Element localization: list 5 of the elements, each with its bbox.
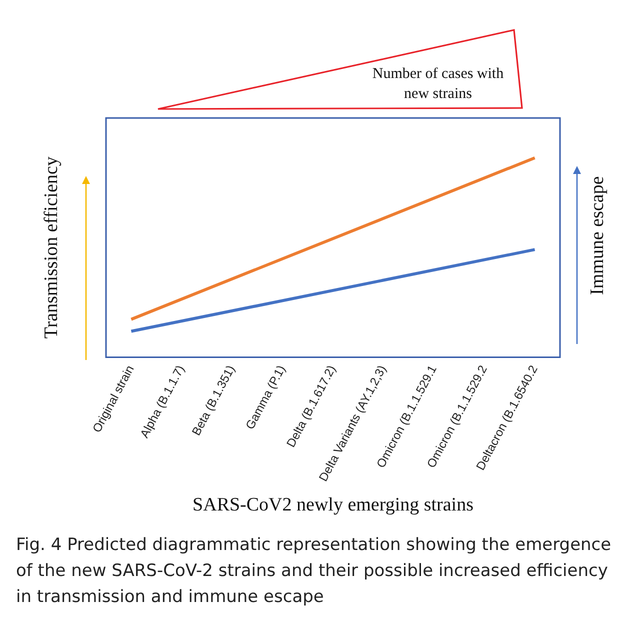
- y-axis-title: Transmission efficiency: [40, 156, 62, 339]
- text: Number of cases with new strains: [372, 65, 504, 104]
- y2-axis-title: Immune escape: [586, 176, 608, 295]
- x-axis-title: SARS-CoV2 newly emerging strains: [192, 494, 474, 516]
- caption: Fig. 4 Predicted diagrammatic representation showing the emergence of the new SARS-CoV-2 strains and their possible increased efficiency in transmission and immune escape: [16, 534, 612, 609]
